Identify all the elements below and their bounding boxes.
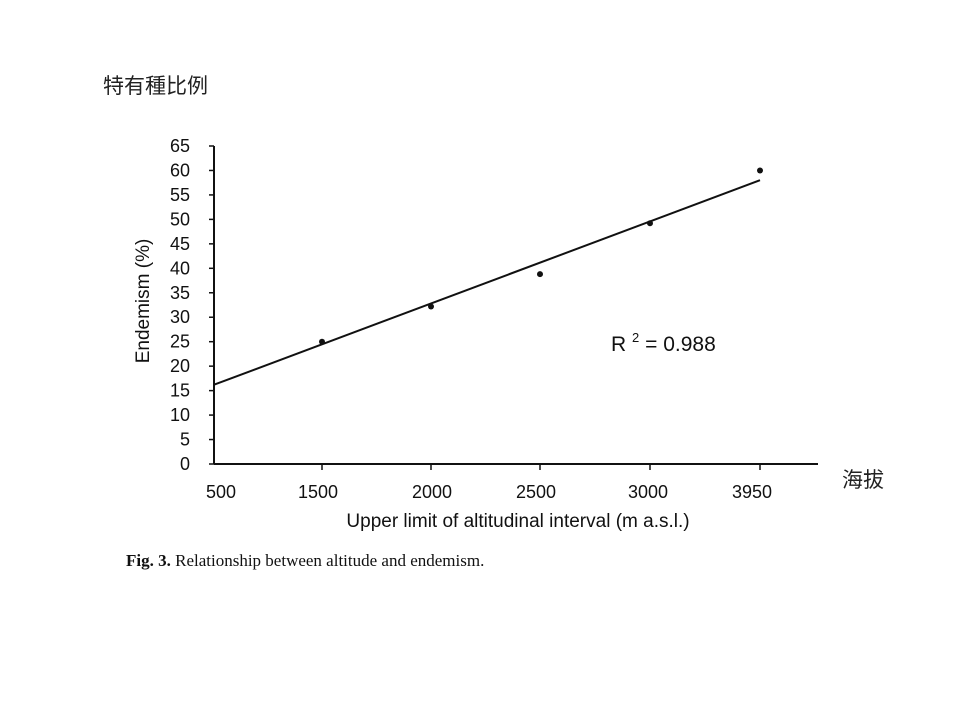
x-tick-label: 2500 xyxy=(516,482,556,502)
trend-line xyxy=(213,179,761,386)
x-tick-label: 1500 xyxy=(298,482,338,502)
y-tick-label: 0 xyxy=(180,454,190,474)
y-ticks-group: 0 5 10 15 20 25 30 35 40 45 50 55 60 65 xyxy=(170,136,214,474)
y-tick-label: 50 xyxy=(170,209,190,229)
data-point xyxy=(757,167,763,174)
r2-superscript: 2 xyxy=(632,330,639,345)
x-ticks-group: 500 1500 2000 2500 3000 3950 xyxy=(206,464,772,502)
r2-value: = 0.988 xyxy=(645,333,716,356)
data-point xyxy=(428,303,434,310)
marks-group xyxy=(213,167,763,386)
y-tick-label: 45 xyxy=(170,234,190,254)
y-axis-annotation: 特有種比例 xyxy=(103,74,208,98)
y-axis-label: Endemism (%) xyxy=(133,239,154,364)
figure-caption: Fig. 3. Relationship between altitude an… xyxy=(126,551,484,571)
caption-text: Relationship between altitude and endemi… xyxy=(170,551,485,570)
y-tick-label: 30 xyxy=(170,307,190,327)
x-tick-label: 2000 xyxy=(412,482,452,502)
y-tick-label: 60 xyxy=(170,160,190,180)
y-tick-label: 5 xyxy=(180,430,190,450)
caption-label: Fig. 3. xyxy=(126,551,171,570)
y-tick-label: 55 xyxy=(170,185,190,205)
data-point xyxy=(319,338,325,345)
y-tick-label: 35 xyxy=(170,283,190,303)
y-tick-label: 20 xyxy=(170,356,190,376)
axes-group xyxy=(213,146,818,465)
y-tick-label: 40 xyxy=(170,258,190,278)
x-tick-label: 3950 xyxy=(732,482,772,502)
x-tick-label: 3000 xyxy=(628,482,668,502)
data-point xyxy=(537,271,543,278)
r2-letter: R xyxy=(611,333,626,356)
data-point xyxy=(647,220,653,227)
y-tick-label: 10 xyxy=(170,405,190,425)
y-tick-label: 25 xyxy=(170,332,190,352)
x-tick-label: 500 xyxy=(206,482,236,502)
x-axis-label: Upper limit of altitudinal interval (m a… xyxy=(346,511,689,532)
r-squared-annotation: R 2 = 0.988 xyxy=(611,324,716,356)
y-tick-label: 15 xyxy=(170,381,190,401)
y-tick-label: 65 xyxy=(170,136,190,156)
x-axis-annotation: 海拔 xyxy=(842,468,884,492)
